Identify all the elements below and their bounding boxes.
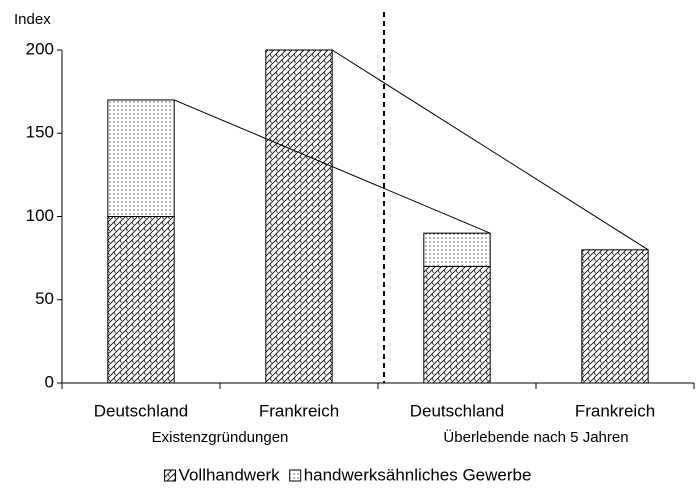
connector-line [331,49,649,251]
legend-swatch [289,469,302,482]
y-axis-label: Index [14,11,51,28]
x-tick-label: Deutschland [94,401,189,420]
legend-swatch [164,469,177,482]
bar-segment [265,49,333,384]
connector-line [173,99,491,234]
y-tick-label: 100 [26,206,54,225]
x-tick-label: Frankreich [259,401,339,420]
group-label: Existenzgründungen [152,429,289,446]
bar-segment [107,99,175,217]
y-tick-label: 0 [45,372,54,391]
y-tick-label: 150 [26,123,54,142]
legend-label: handwerksähnliches Gewerbe [304,465,532,484]
x-tick-label: Deutschland [410,401,505,420]
group-label: Überlebende nach 5 Jahren [443,428,628,446]
y-tick-label: 200 [26,39,54,58]
bar-segment [423,232,491,267]
y-tick-label: 50 [35,289,54,308]
bar-segment [107,216,175,384]
bar-segment [423,265,491,384]
legend-label: Vollhandwerk [179,465,281,484]
x-tick-label: Frankreich [575,401,655,420]
bar-segment [581,249,649,384]
